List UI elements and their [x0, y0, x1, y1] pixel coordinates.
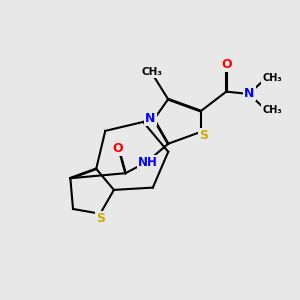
- Text: S: S: [96, 212, 105, 225]
- Text: NH: NH: [138, 156, 158, 169]
- Text: CH₃: CH₃: [262, 105, 282, 115]
- Text: N: N: [145, 112, 156, 125]
- Text: O: O: [221, 58, 232, 71]
- Text: CH₃: CH₃: [262, 73, 282, 83]
- Text: CH₃: CH₃: [141, 67, 162, 77]
- Text: S: S: [199, 129, 208, 142]
- Text: O: O: [112, 142, 123, 155]
- Text: N: N: [244, 87, 255, 100]
